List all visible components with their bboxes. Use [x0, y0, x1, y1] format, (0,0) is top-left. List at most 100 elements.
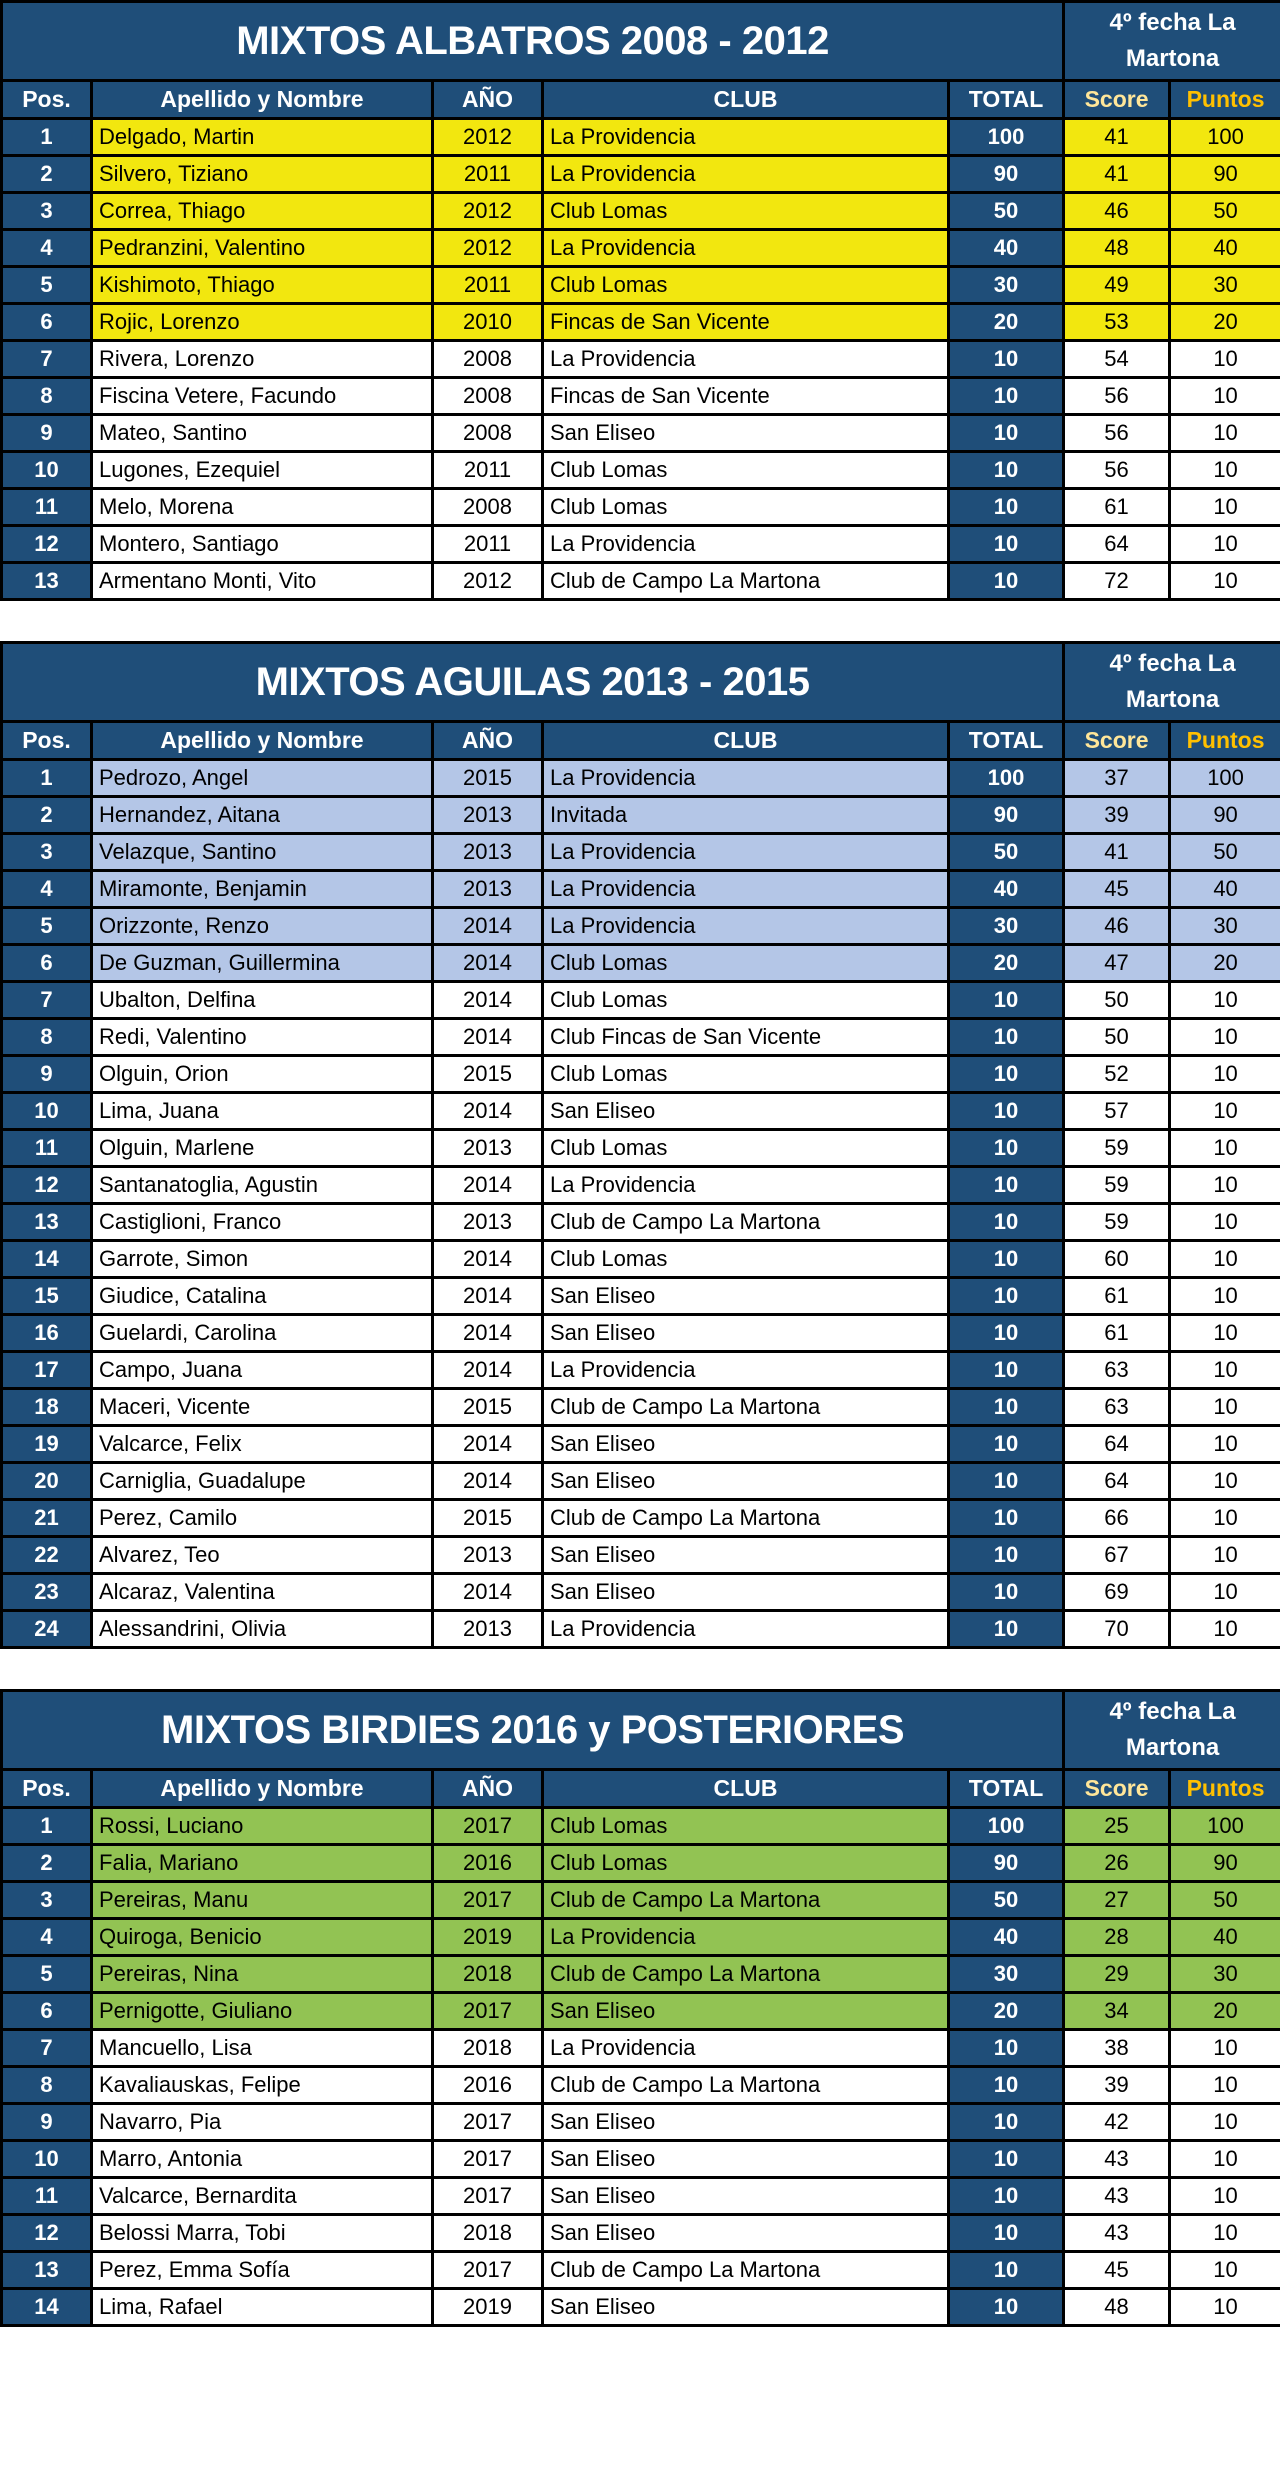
score-cell: 53 [1062, 302, 1172, 342]
table-row: 10 Marro, Antonia 2017 San Eliseo 10 43 10 [0, 2139, 1280, 2179]
year-cell: 2014 [431, 1350, 544, 1390]
puntos-cell: 10 [1168, 487, 1280, 527]
score-cell: 42 [1062, 2102, 1172, 2142]
total-cell: 90 [946, 795, 1066, 835]
club-cell: San Eliseo [541, 2102, 950, 2142]
puntos-cell: 10 [1168, 1609, 1280, 1649]
year-cell: 2010 [431, 302, 544, 342]
table-row: 8 Fiscina Vetere, Facundo 2008 Fincas de Sa… [0, 376, 1280, 416]
puntos-cell: 10 [1168, 1239, 1280, 1279]
total-cell: 100 [946, 758, 1066, 798]
score-cell: 41 [1062, 117, 1172, 157]
table-row: 14 Lima, Rafael 2019 San Eliseo 10 48 10 [0, 2287, 1280, 2327]
club-cell: Club de Campo La Martona [541, 1387, 950, 1427]
total-cell: 10 [946, 1350, 1066, 1390]
year-cell: 2014 [431, 1313, 544, 1353]
year-cell: 2012 [431, 191, 544, 231]
table-row: 11 Valcarce, Bernardita 2017 San Eliseo 10 43… [0, 2176, 1280, 2216]
score-cell: 38 [1062, 2028, 1172, 2068]
year-cell: 2014 [431, 1239, 544, 1279]
year-cell: 2013 [431, 832, 544, 872]
year-cell: 2013 [431, 1202, 544, 1242]
table-row: 18 Maceri, Vicente 2015 Club de Campo La Ma… [0, 1387, 1280, 1427]
pos-cell: 16 [0, 1313, 93, 1353]
column-header-name: Apellido y Nombre [90, 720, 434, 761]
pos-cell: 7 [0, 339, 93, 379]
header-row: Pos. Apellido y Nombre AÑO CLUB TOTAL Score Pu… [0, 720, 1280, 761]
score-cell: 26 [1062, 1843, 1172, 1883]
score-cell: 59 [1062, 1202, 1172, 1242]
total-cell: 10 [946, 1128, 1066, 1168]
score-cell: 43 [1062, 2139, 1172, 2179]
puntos-cell: 10 [1168, 1498, 1280, 1538]
name-cell: Perez, Camilo [90, 1498, 434, 1538]
total-cell: 10 [946, 1239, 1066, 1279]
puntos-cell: 10 [1168, 2287, 1280, 2327]
year-cell: 2013 [431, 1128, 544, 1168]
puntos-cell: 10 [1168, 2139, 1280, 2179]
name-cell: Alcaraz, Valentina [90, 1572, 434, 1612]
total-cell: 10 [946, 1461, 1066, 1501]
table-title-row: MIXTOS ALBATROS 2008 - 2012 4º fecha La M… [0, 0, 1280, 82]
pos-cell: 9 [0, 413, 93, 453]
table-row: 11 Melo, Morena 2008 Club Lomas 10 61 10 [0, 487, 1280, 527]
club-cell: Club de Campo La Martona [541, 1880, 950, 1920]
puntos-cell: 10 [1168, 2102, 1280, 2142]
name-cell: Velazque, Santino [90, 832, 434, 872]
club-cell: Club Fincas de San Vicente [541, 1017, 950, 1057]
table-gap [0, 1649, 1280, 1689]
puntos-cell: 10 [1168, 1535, 1280, 1575]
name-cell: Rivera, Lorenzo [90, 339, 434, 379]
score-cell: 70 [1062, 1609, 1172, 1649]
column-header-total: TOTAL [946, 720, 1066, 761]
name-cell: Falia, Mariano [90, 1843, 434, 1883]
score-cell: 25 [1062, 1806, 1172, 1846]
total-cell: 10 [946, 1313, 1066, 1353]
score-cell: 64 [1062, 1461, 1172, 1501]
year-cell: 2011 [431, 450, 544, 490]
puntos-cell: 10 [1168, 2028, 1280, 2068]
score-cell: 48 [1062, 2287, 1172, 2327]
total-cell: 10 [946, 561, 1066, 601]
table-row: 10 Lima, Juana 2014 San Eliseo 10 57 10 [0, 1091, 1280, 1131]
club-cell: Fincas de San Vicente [541, 302, 950, 342]
total-cell: 10 [946, 980, 1066, 1020]
puntos-cell: 10 [1168, 413, 1280, 453]
name-cell: Marro, Antonia [90, 2139, 434, 2179]
year-cell: 2017 [431, 2250, 544, 2290]
table-row: 7 Ubalton, Delfina 2014 Club Lomas 10 50 10 [0, 980, 1280, 1020]
total-cell: 90 [946, 154, 1066, 194]
column-header-total: TOTAL [946, 1768, 1066, 1809]
total-cell: 20 [946, 302, 1066, 342]
club-cell: Club de Campo La Martona [541, 1202, 950, 1242]
total-cell: 10 [946, 1498, 1066, 1538]
club-cell: La Providencia [541, 1350, 950, 1390]
puntos-cell: 10 [1168, 1350, 1280, 1390]
club-cell: La Providencia [541, 339, 950, 379]
club-cell: La Providencia [541, 228, 950, 268]
name-cell: Navarro, Pia [90, 2102, 434, 2142]
total-cell: 10 [946, 1091, 1066, 1131]
puntos-cell: 10 [1168, 1387, 1280, 1427]
total-cell: 100 [946, 1806, 1066, 1846]
table-row: 17 Campo, Juana 2014 La Providencia 10 63 10 [0, 1350, 1280, 1390]
name-cell: Lima, Rafael [90, 2287, 434, 2327]
table-row: 16 Guelardi, Carolina 2014 San Eliseo 10 61 10 [0, 1313, 1280, 1353]
table-row: 5 Orizzonte, Renzo 2014 La Providencia 30 46 3… [0, 906, 1280, 946]
pos-cell: 9 [0, 2102, 93, 2142]
club-cell: La Providencia [541, 906, 950, 946]
table-row: 3 Correa, Thiago 2012 Club Lomas 50 46 50 [0, 191, 1280, 231]
year-cell: 2018 [431, 2213, 544, 2253]
year-cell: 2017 [431, 1991, 544, 2031]
year-cell: 2012 [431, 117, 544, 157]
year-cell: 2014 [431, 1091, 544, 1131]
score-cell: 66 [1062, 1498, 1172, 1538]
score-cell: 47 [1062, 943, 1172, 983]
table-row: 4 Pedranzini, Valentino 2012 La Providencia… [0, 228, 1280, 268]
column-header-name: Apellido y Nombre [90, 1768, 434, 1809]
club-cell: La Providencia [541, 117, 950, 157]
table-row: 10 Lugones, Ezequiel 2011 Club Lomas 10 56 10 [0, 450, 1280, 490]
total-cell: 10 [946, 2102, 1066, 2142]
year-cell: 2011 [431, 154, 544, 194]
table-row: 6 Rojic, Lorenzo 2010 Fincas de San Vicente… [0, 302, 1280, 342]
